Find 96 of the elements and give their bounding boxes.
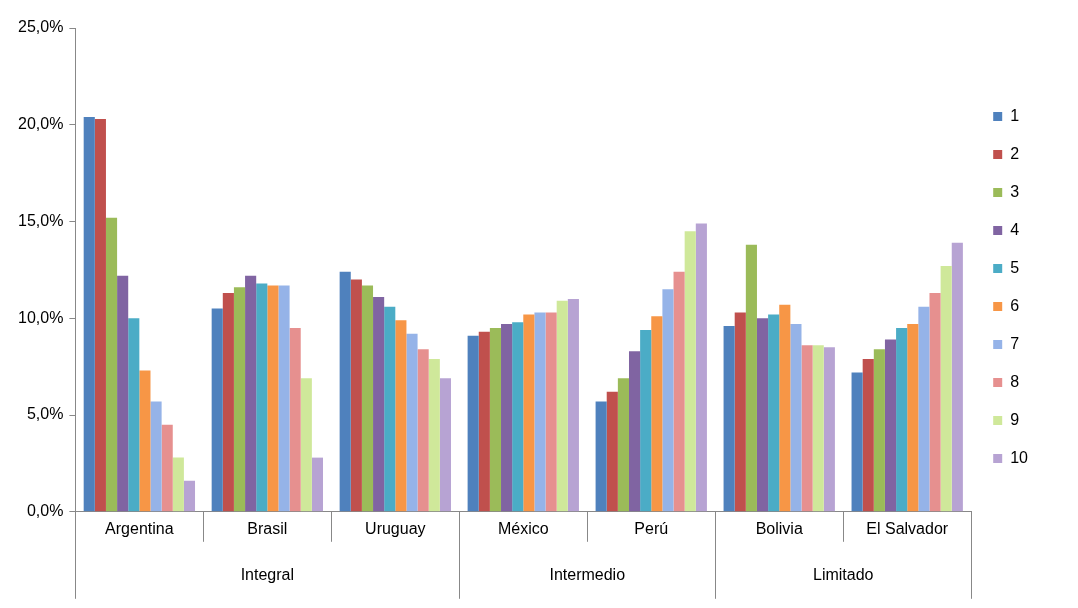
bar — [350, 279, 362, 512]
x-tick-label: Brasil — [247, 519, 288, 537]
bar — [501, 324, 513, 512]
bar — [256, 283, 268, 512]
bar — [534, 312, 546, 512]
bar — [512, 322, 524, 512]
bar — [361, 285, 374, 512]
x-tick-label: Uruguay — [365, 519, 426, 537]
x-tick-label: México — [497, 519, 549, 537]
x-tick-label: Perú — [634, 519, 669, 537]
bar — [128, 318, 140, 512]
bar — [884, 339, 897, 512]
y-tick-label: 5,0% — [26, 405, 64, 423]
y-tick-label: 15,0% — [17, 211, 64, 229]
legend-label: 5 — [1010, 258, 1020, 276]
bar — [467, 335, 479, 512]
bar — [373, 296, 385, 512]
bar — [161, 424, 173, 512]
y-tick-label: 10,0% — [17, 308, 64, 326]
legend-label: 9 — [1010, 410, 1020, 428]
bar — [873, 349, 885, 512]
bar — [695, 223, 707, 512]
bar — [267, 285, 279, 512]
bar — [395, 320, 407, 512]
bar — [779, 304, 791, 512]
legend-label: 2 — [1010, 144, 1020, 162]
legend-label: 4 — [1010, 220, 1020, 238]
bar — [105, 217, 118, 512]
bar — [567, 298, 579, 512]
bar — [489, 327, 502, 512]
bar — [940, 266, 952, 512]
bar — [745, 244, 757, 512]
bar — [684, 231, 696, 512]
bar — [801, 345, 813, 512]
bar — [617, 378, 629, 512]
text: Intermedio — [549, 566, 626, 584]
bar — [812, 345, 824, 512]
bar — [823, 347, 835, 512]
bar — [628, 351, 641, 512]
bar — [478, 331, 490, 512]
bar — [384, 306, 396, 512]
x-tick-label: El Salvador — [866, 519, 949, 537]
legend-label: 3 — [1010, 182, 1020, 200]
bar — [907, 324, 919, 512]
bar — [417, 349, 429, 512]
bar — [640, 329, 652, 512]
bar — [595, 401, 607, 512]
bar — [756, 318, 769, 512]
bar — [918, 306, 930, 512]
y-tick-label: 20,0% — [17, 115, 64, 133]
legend-label: 7 — [1010, 334, 1020, 352]
legend-label: 8 — [1010, 372, 1020, 390]
bar — [951, 242, 963, 512]
bar — [851, 372, 863, 512]
bar — [289, 327, 301, 512]
bar — [211, 308, 223, 512]
bar — [339, 271, 351, 512]
bar — [311, 457, 323, 512]
x-tick-label: Bolivia — [755, 519, 803, 537]
bar — [896, 327, 908, 512]
bar — [233, 287, 246, 512]
bar — [300, 378, 312, 512]
text: Integral — [240, 566, 295, 584]
bar — [406, 333, 418, 512]
bar — [139, 370, 151, 512]
bar — [651, 316, 663, 512]
bar — [245, 275, 257, 512]
bar — [94, 118, 106, 512]
bar — [790, 324, 802, 512]
bar — [556, 300, 568, 512]
legend-label: 10 — [1010, 448, 1029, 466]
bar — [117, 275, 129, 512]
bar — [734, 312, 746, 512]
bar — [428, 358, 440, 512]
y-tick-label: 0,0% — [26, 502, 64, 520]
bar — [862, 358, 874, 512]
legend-label: 1 — [1010, 106, 1020, 124]
bar — [662, 289, 674, 512]
bar — [723, 326, 735, 512]
text: Limitado — [812, 566, 874, 584]
bar — [523, 314, 535, 512]
bar — [768, 314, 780, 512]
x-tick-label: Argentina — [105, 519, 174, 537]
bar — [172, 457, 184, 512]
bar — [439, 378, 451, 512]
y-tick-label: 25,0% — [17, 18, 64, 36]
bar — [673, 271, 685, 512]
bar — [222, 293, 234, 512]
bar — [278, 285, 290, 512]
bar — [83, 117, 95, 512]
bar — [150, 401, 162, 512]
bar — [606, 391, 618, 512]
bar — [545, 312, 557, 512]
legend-label: 6 — [1010, 296, 1020, 314]
bar — [929, 293, 941, 512]
bar — [183, 480, 196, 512]
